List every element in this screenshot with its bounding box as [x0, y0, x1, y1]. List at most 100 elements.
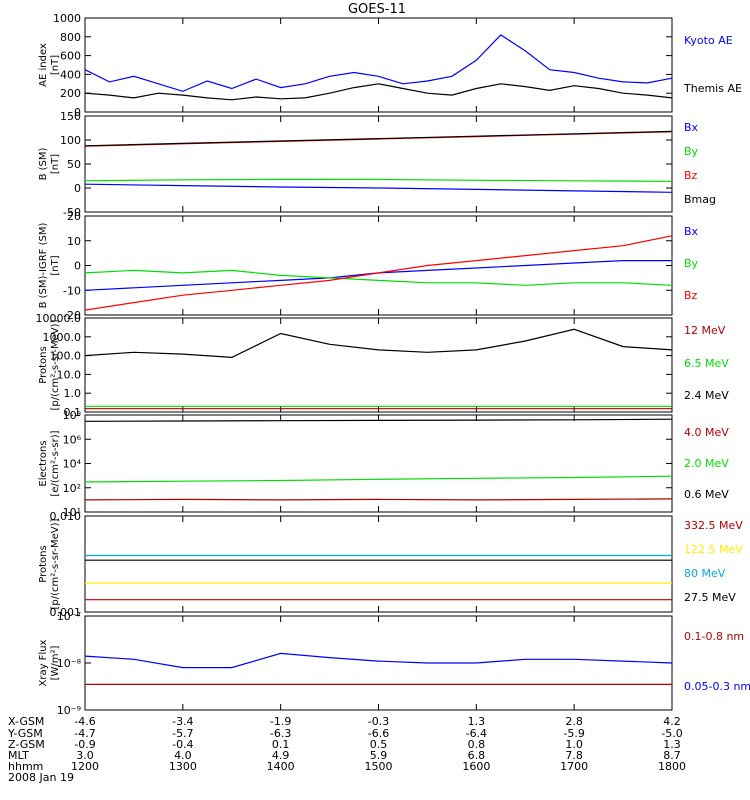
y-tick-label: 10⁻⁷ — [57, 610, 81, 623]
y-axis-label: [nT] — [50, 55, 61, 75]
legend-entry: 2.4 MeV — [684, 389, 729, 402]
legend-entry: 4.0 MeV — [684, 426, 729, 439]
figure-title: GOES-11 — [348, 2, 406, 17]
y-tick-label: 0 — [74, 260, 81, 273]
y-tick-label: 400 — [60, 68, 81, 81]
ephemeris-value: -5.0 — [661, 727, 682, 740]
y-axis-label: [W/m²] — [50, 645, 61, 680]
legend-entry: By — [684, 145, 699, 158]
ephemeris-row-label: MLT — [8, 749, 29, 762]
y-tick-label: 10¹ — [63, 506, 81, 519]
panel-6: 0.001 0.010 Protons [p/(cm²-s-sr-MeV)] 332.5… — [38, 510, 743, 619]
series-line — [84, 235, 673, 311]
y-axis-label: [p/(cm²-s-sr-MeV)] — [50, 319, 61, 410]
ephemeris-value: -6.4 — [466, 727, 487, 740]
y-tick-label: 0 — [74, 106, 81, 119]
series-line — [84, 178, 673, 182]
date-label: 2008 Jan 19 — [8, 771, 74, 784]
ephemeris-value: 1700 — [560, 760, 588, 773]
panel-frame — [84, 317, 673, 413]
ephemeris-value: 0.5 — [370, 738, 388, 751]
series-line — [84, 475, 673, 483]
ephemeris-value: 1.3 — [663, 738, 681, 751]
y-tick-label: 10⁸ — [63, 409, 82, 422]
ephemeris-value: 1800 — [658, 760, 686, 773]
series-line — [84, 328, 673, 359]
ephemeris-value: 1200 — [71, 760, 99, 773]
y-tick-label: 10² — [63, 482, 81, 495]
legend-entry: Bmag — [684, 193, 716, 206]
ephemeris-value: -0.4 — [172, 738, 193, 751]
y-tick-label: 100 — [60, 134, 81, 147]
panel-7: 10⁻⁹ 10⁻⁸ 10⁻⁷ Xray Flux [W/m²] 0.1-0.8 nm 0.0… — [38, 610, 750, 717]
y-tick-label: -10 — [63, 284, 81, 297]
panel-frame — [84, 414, 673, 513]
legend-entry: Bz — [684, 169, 698, 182]
y-axis-label: B (SM)-IGRF (SM) — [38, 223, 49, 309]
y-tick-label: 0.010 — [50, 510, 82, 523]
series-line — [84, 269, 673, 286]
series-line — [84, 498, 673, 501]
y-tick-label: 1000.0 — [43, 331, 82, 344]
y-tick-label: 10⁶ — [63, 433, 82, 446]
ephemeris-value: 4.2 — [663, 715, 681, 728]
ephemeris-value: 0.1 — [272, 738, 290, 751]
y-axis-label: Protons — [38, 346, 49, 383]
ephemeris-value: 7.8 — [565, 749, 583, 762]
ephemeris-row-label: Z-GSM — [8, 738, 45, 751]
y-tick-label: 10⁻⁸ — [57, 657, 82, 670]
ephemeris-value: -1.9 — [270, 715, 291, 728]
y-axis-label: [e/(cm²-s-sr)] — [50, 430, 61, 496]
legend-entry: 0.6 MeV — [684, 488, 729, 501]
ephemeris-value: 0.8 — [468, 738, 486, 751]
legend-entry: 6.5 MeV — [684, 357, 729, 370]
ephemeris-value: -5.7 — [172, 727, 193, 740]
ephemeris-value: -0.9 — [74, 738, 95, 751]
ephemeris-value: 1.3 — [468, 715, 486, 728]
legend-entry: 27.5 MeV — [684, 591, 736, 604]
ephemeris-value: 1500 — [365, 760, 393, 773]
y-axis-label: [nT] — [50, 154, 61, 174]
ephemeris-value: 2.8 — [565, 715, 583, 728]
series-line — [84, 34, 673, 92]
y-tick-label: 20 — [67, 210, 81, 223]
ephemeris-value: 8.7 — [663, 749, 681, 762]
y-axis-label: AE index — [38, 43, 49, 87]
ephemeris-value: 1300 — [169, 760, 197, 773]
series-line — [84, 83, 673, 101]
ephemeris-value: 1.0 — [565, 738, 583, 751]
y-tick-label: 200 — [60, 87, 81, 100]
series-line — [84, 130, 673, 147]
panel-5: 10¹ 10² 10⁴ 10⁶ 10⁸ Electrons [e/(cm²-s-sr)] 4.… — [38, 409, 729, 519]
panel-frame — [84, 215, 673, 316]
ephemeris-value: -4.7 — [74, 727, 95, 740]
ephemeris-row-label: X-GSM — [8, 715, 44, 728]
ephemeris-value: 6.8 — [468, 749, 486, 762]
legend-entry: 2.0 MeV — [684, 457, 729, 470]
y-tick-label: 0.001 — [50, 606, 82, 619]
y-axis-label: B (SM) — [38, 147, 49, 180]
ephemeris-value: 1400 — [267, 760, 295, 773]
y-axis-label: [p/(cm²-s-sr-MeV)] — [50, 518, 61, 609]
series-line — [84, 418, 673, 422]
legend-entry: 0.1-0.8 nm — [684, 630, 744, 643]
panel-3: -20 -10 0 10 20 B (SM)-IGRF (SM) [nT] Bx By Bz — [38, 210, 699, 322]
y-tick-label: 10.0 — [57, 368, 82, 381]
y-axis-label: Xray Flux — [38, 639, 49, 686]
panel-frame — [84, 17, 673, 113]
y-tick-label: 800 — [60, 31, 81, 44]
y-tick-label: 50 — [67, 158, 81, 171]
x-axis-labels: X-GSM -4.6 -3.4 -1.9 -0.3 1.3 2.8 4.2Y-GSM -4.7-… — [7, 715, 686, 784]
ephemeris-row-label: hhmm — [8, 760, 43, 773]
y-axis-label: Electrons — [38, 440, 49, 486]
legend-entry: Bx — [684, 225, 699, 238]
y-tick-label: 150 — [60, 110, 81, 123]
panel-frame — [84, 115, 673, 213]
legend-entry: 332.5 MeV — [684, 519, 743, 532]
panel-frame — [84, 515, 673, 613]
ephemeris-value: 1600 — [462, 760, 490, 773]
y-tick-label: 10⁴ — [63, 458, 82, 471]
legend-entry: 12 MeV — [684, 324, 726, 337]
y-tick-label: 600 — [60, 50, 81, 63]
y-tick-label: -20 — [63, 309, 81, 322]
